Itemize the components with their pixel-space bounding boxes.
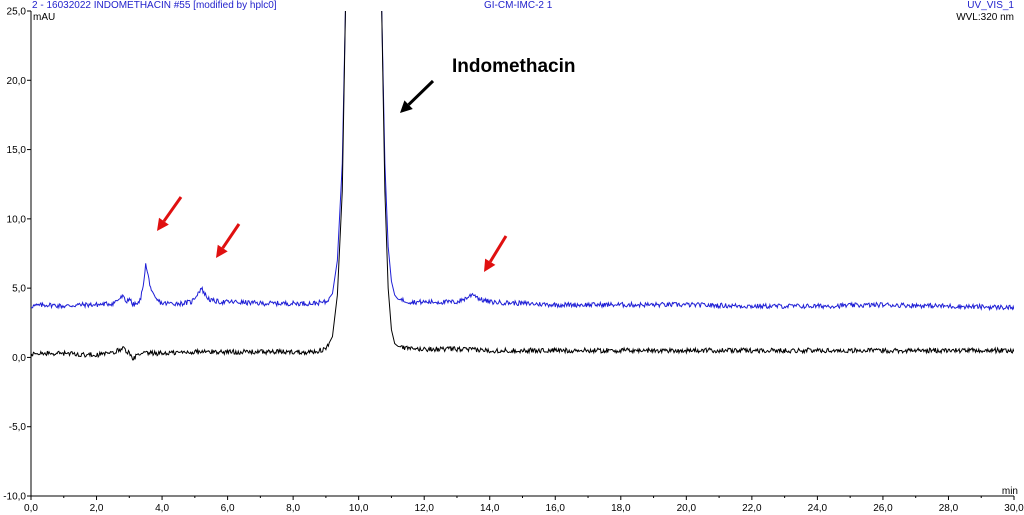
axes-group: -10,0 -5,0 0,0 5,0 10,0 15,0 20,0 25,0 0,0 2,0 4,0… — [3, 7, 1024, 515]
y-tick-label: 5,0 — [12, 284, 26, 295]
x-tick-label: 30,0 — [1004, 503, 1024, 514]
red-arrow-1-head — [157, 217, 169, 231]
x-tick-label: 6,0 — [221, 503, 235, 514]
y-axis-unit-label: mAU — [33, 12, 56, 23]
x-tick-label: 28,0 — [939, 503, 959, 514]
y-tick-label: -5,0 — [9, 422, 27, 433]
y-tick-label: 15,0 — [7, 145, 27, 156]
series-line-upper-trace — [31, 11, 1014, 312]
x-tick-label: 12,0 — [414, 503, 434, 514]
x-tick-label: 0,0 — [24, 503, 38, 514]
header-sample-title: 2 - 16032022 INDOMETHACIN #55 [modified … — [32, 0, 277, 11]
y-tick-label: 20,0 — [7, 76, 27, 87]
red-arrow-1-shaft — [162, 196, 183, 223]
y-tick-label: 10,0 — [7, 214, 27, 225]
red-arrow-3-head — [484, 258, 496, 272]
indomethacin-arrow-head — [400, 100, 413, 113]
indomethacin-arrow-shaft — [407, 79, 435, 106]
x-tick-label: 8,0 — [286, 503, 300, 514]
indomethacin-arrow — [400, 79, 435, 113]
wavelength-label: WVL:320 nm — [956, 12, 1014, 23]
x-tick-label: 20,0 — [677, 503, 697, 514]
series-group — [31, 11, 1014, 361]
y-tick-label: 25,0 — [7, 7, 27, 18]
series-line-lower-trace — [31, 11, 1014, 361]
x-tick-label: 16,0 — [546, 503, 566, 514]
red-arrow-3-shaft — [488, 235, 508, 263]
header-channel: UV_VIS_1 — [967, 0, 1014, 11]
red-arrow-2 — [216, 223, 241, 258]
header-sequence-name: GI-CM-IMC-2 1 — [484, 0, 553, 11]
red-arrow-1 — [157, 196, 183, 231]
red-arrow-2-shaft — [221, 223, 241, 249]
peak-annotation-label: Indomethacin — [452, 56, 576, 77]
x-tick-label: 24,0 — [808, 503, 828, 514]
x-tick-label: 26,0 — [873, 503, 893, 514]
x-tick-label: 10,0 — [349, 503, 369, 514]
arrows-group — [157, 79, 508, 272]
y-tick-label: -10,0 — [3, 492, 26, 503]
x-tick-label: 18,0 — [611, 503, 631, 514]
x-tick-label: 14,0 — [480, 503, 500, 514]
x-axis-unit-label: min — [1001, 486, 1018, 497]
x-tick-label: 2,0 — [90, 503, 104, 514]
x-tick-label: 22,0 — [742, 503, 762, 514]
red-arrow-2-head — [216, 244, 228, 258]
y-tick-label: 0,0 — [12, 353, 26, 364]
red-arrow-3 — [484, 235, 508, 272]
x-tick-label: 4,0 — [155, 503, 169, 514]
